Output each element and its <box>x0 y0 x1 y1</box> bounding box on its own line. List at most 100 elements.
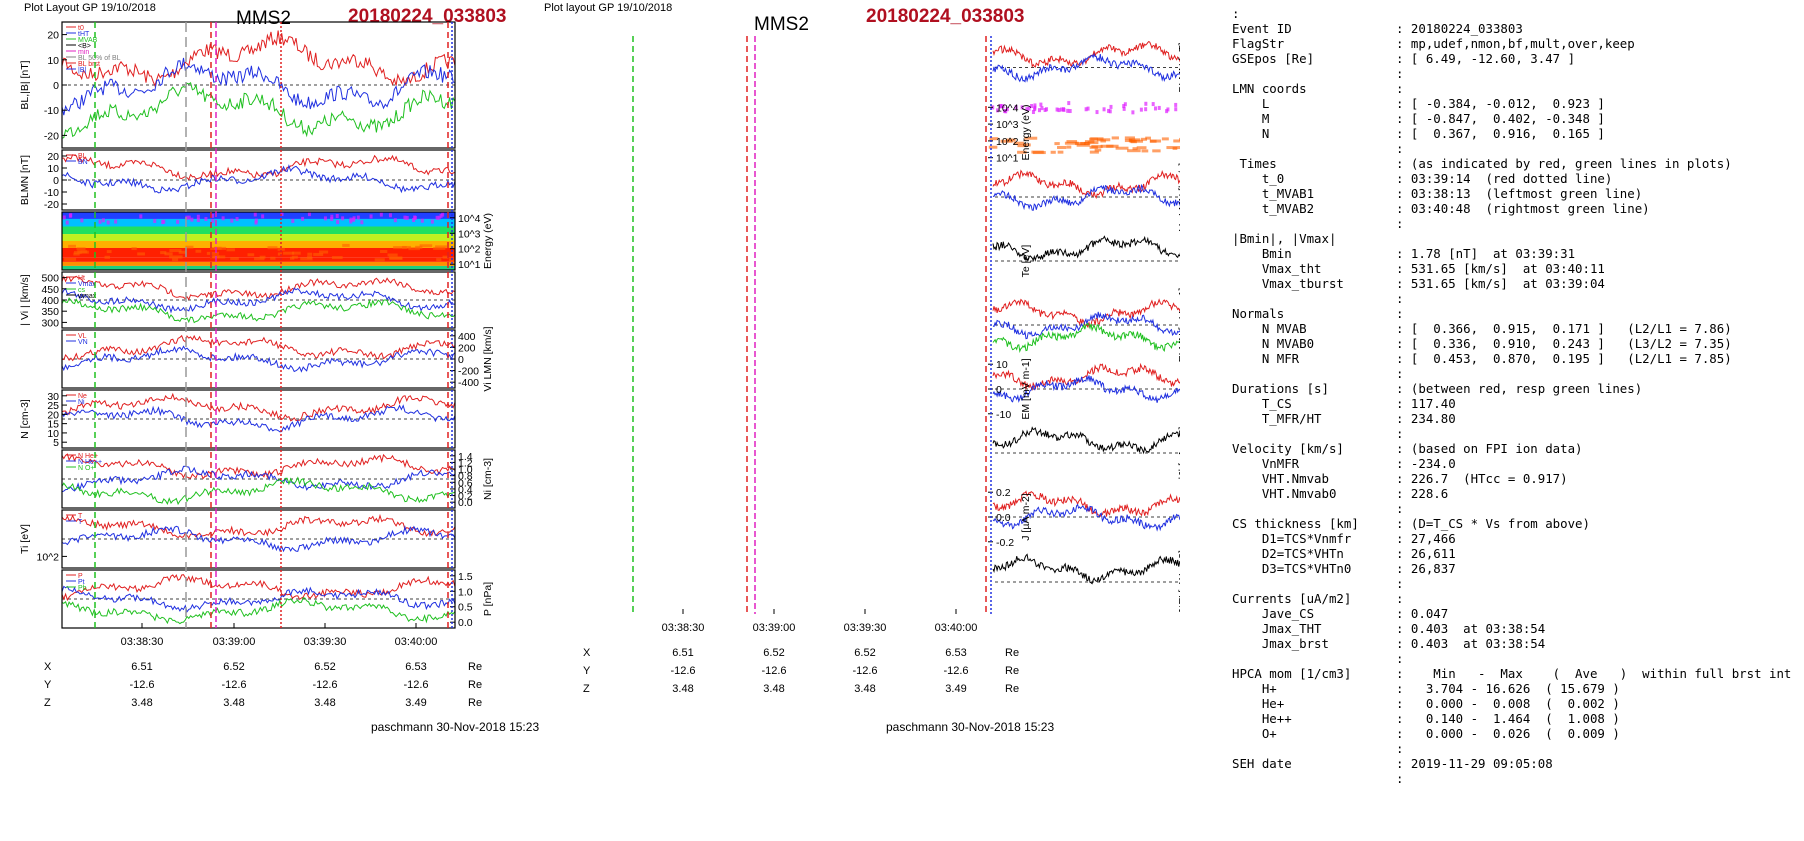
spectrogram-noise <box>435 215 439 220</box>
y-tick-label: -20 <box>44 199 59 211</box>
info-value: : [ 6.49, -12.60, 3.47 ] <box>1396 51 1576 66</box>
info-line: : <box>1232 216 1802 231</box>
y-tick-label: -400 <box>458 377 479 389</box>
coord-unit: Re <box>1005 647 1019 659</box>
spectrogram-noise <box>190 217 194 222</box>
spectrogram-noise <box>341 216 345 221</box>
info-key: VHT.Nmvab <box>1232 471 1329 486</box>
legend-label: N O+ <box>78 465 95 472</box>
spectrogram-noise <box>1174 107 1178 112</box>
coord-value: 3.49 <box>945 683 966 695</box>
info-value: : 0.140 - 1.464 ( 1.008 ) <box>1396 711 1620 726</box>
spectrogram-noise <box>442 255 449 259</box>
spectrogram-noise <box>1066 140 1078 144</box>
coord-value: -12.6 <box>403 679 428 691</box>
coord-value: -12.6 <box>761 665 786 677</box>
spectrogram-noise <box>230 218 234 223</box>
spectrogram-noise <box>211 218 215 223</box>
info-line: |Bmin|, |Vmax| <box>1232 231 1802 246</box>
spectrogram-noise <box>261 214 265 219</box>
y-tick-label: 10^1 <box>996 153 1019 165</box>
spectrogram-noise <box>1139 107 1143 112</box>
info-line: t_MVAB2: 03:40:48 (rightmost green line) <box>1232 201 1802 216</box>
spectrogram-noise <box>164 252 173 256</box>
data-trace <box>61 525 456 553</box>
info-line: M: [ -0.847, 0.402, -0.348 ] <box>1232 111 1802 126</box>
legend-label: T <box>78 513 83 520</box>
data-trace <box>61 513 456 539</box>
info-line: L: [ -0.384, -0.012, 0.923 ] <box>1232 96 1802 111</box>
coord-value: 3.48 <box>763 683 784 695</box>
y-axis-label: EM [mV m-1] <box>1020 358 1032 419</box>
data-trace <box>62 154 456 181</box>
legend-label: MVAB <box>78 37 98 44</box>
spectrogram-noise <box>1066 145 1072 149</box>
data-trace <box>61 334 456 362</box>
spectrogram-noise <box>1040 106 1044 111</box>
spectrogram-noise <box>106 250 112 254</box>
info-value: : 0.000 - 0.026 ( 0.009 ) <box>1396 726 1620 741</box>
coord-unit: Re <box>468 697 482 709</box>
info-line: He+: 0.000 - 0.008 ( 0.002 ) <box>1232 696 1802 711</box>
spectrogram-noise <box>253 212 257 217</box>
spectrogram-noise <box>307 255 313 259</box>
footer-label: paschmann 30-Nov-2018 15:23 <box>371 720 540 734</box>
y-tick-label: 0.0 <box>458 617 473 629</box>
spectrogram-noise <box>1132 147 1138 151</box>
coord-value: 6.53 <box>945 647 966 659</box>
info-value: : 228.6 <box>1396 486 1449 501</box>
spectrogram-noise <box>403 215 407 220</box>
spectrogram-noise <box>1153 106 1157 111</box>
spectrogram-noise <box>1013 141 1024 145</box>
spectrogram-noise <box>291 218 295 223</box>
spectrogram-noise <box>139 214 143 219</box>
info-value: : <box>1396 576 1404 591</box>
spectrogram-noise <box>77 250 88 254</box>
spectrogram-noise <box>336 220 340 225</box>
spectrogram-noise <box>1141 149 1149 153</box>
info-value: : [ 0.336, 0.910, 0.243 ] (L3/L2 = 7.35) <box>1396 336 1732 351</box>
spectrogram-noise <box>1025 107 1029 112</box>
spectrogram-noise <box>1124 139 1133 143</box>
coord-value: 6.52 <box>223 661 244 673</box>
spectrogram-noise <box>1001 104 1005 109</box>
info-line: D2=TCS*VHTn: 26,611 <box>1232 546 1802 561</box>
y-tick-label: 20 <box>47 409 59 421</box>
panel-7: 0.40.30.20.1|J| [µA m-2]|J| <box>992 426 1180 479</box>
info-key: |Bmin|, |Vmax| <box>1232 231 1337 246</box>
spectrogram-noise <box>1095 110 1099 115</box>
data-trace <box>992 426 1180 455</box>
info-line: LMN coords: <box>1232 81 1802 96</box>
spectrogram-noise <box>221 216 225 221</box>
coord-row-label: Y <box>583 665 591 677</box>
spectrogram-noise <box>1055 107 1059 112</box>
spectrogram-noise <box>1161 137 1169 141</box>
info-line: Jmax_brst: 0.403 at 03:38:54 <box>1232 636 1802 651</box>
spectrogram-noise <box>1109 104 1113 109</box>
info-value: : <box>1396 426 1404 441</box>
y-tick-label: 30 <box>47 391 59 403</box>
coord-row-label: X <box>583 647 591 659</box>
spectrogram-noise <box>230 257 239 261</box>
y-tick-label: 10^3 <box>996 119 1019 131</box>
data-trace <box>992 169 1180 199</box>
info-key: N MVAB <box>1232 321 1307 336</box>
info-key: He++ <box>1232 711 1292 726</box>
y-tick-label: 200 <box>458 342 476 354</box>
spectrogram-noise <box>420 218 424 223</box>
data-trace <box>61 30 456 88</box>
info-line: VHT.Nmvab0: 228.6 <box>1232 486 1802 501</box>
info-key: t_MVAB1 <box>1232 186 1315 201</box>
coord-value: 6.52 <box>854 647 875 659</box>
spectrogram-noise <box>1122 104 1126 109</box>
spectrogram-band <box>62 212 455 219</box>
spectrogram-noise <box>1031 110 1035 115</box>
spectrogram-noise <box>1017 144 1026 148</box>
coord-value: -12.6 <box>129 679 154 691</box>
info-line: : <box>1232 501 1802 516</box>
info-value: : <box>1396 81 1404 96</box>
y-axis-label: ELMN [mV m-1] <box>1177 288 1180 363</box>
spectrogram-noise <box>1080 141 1091 145</box>
